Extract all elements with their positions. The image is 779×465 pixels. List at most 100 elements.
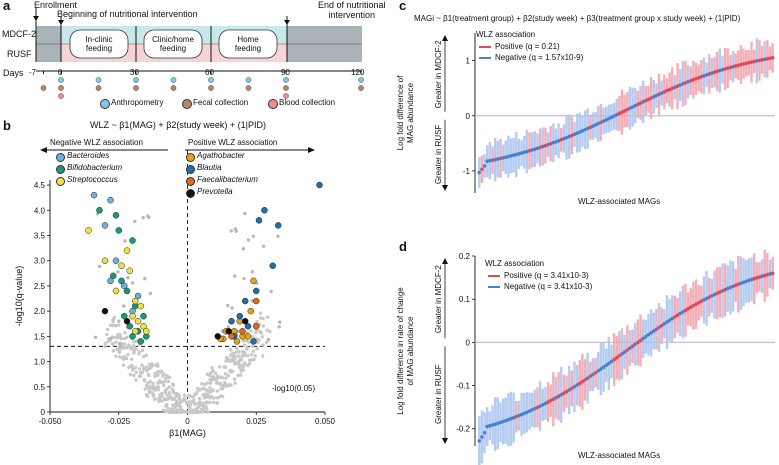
volcano-point bbox=[163, 397, 167, 402]
volcano-point bbox=[233, 381, 237, 385]
phase-3-label: Home feeding bbox=[234, 35, 262, 53]
lfd-rate-plot: -0.2 -0.1 0 0.1 0.2 Greater in MDCF-2 Greater … bbox=[396, 250, 775, 465]
legend-blautia-label: Blautia bbox=[197, 163, 222, 172]
blautia-point bbox=[244, 323, 252, 330]
fecal-dot bbox=[133, 85, 139, 91]
day-tick-label: 90 bbox=[281, 68, 290, 77]
volcano-point bbox=[219, 394, 223, 398]
greater-mdcf-label: Greater in MDCF-2 bbox=[434, 40, 443, 109]
volcano-point bbox=[261, 316, 265, 321]
negative-point bbox=[665, 320, 669, 324]
volcano-point bbox=[242, 276, 246, 281]
legend-streptococcus-swatch bbox=[56, 177, 65, 186]
volcano-point bbox=[117, 319, 121, 323]
legend-faecalibacterium-label: Faecalibacterium bbox=[197, 175, 258, 184]
positive-point bbox=[683, 308, 688, 313]
volcano-point bbox=[241, 339, 246, 343]
y-tick-label: 2.0 bbox=[34, 307, 46, 316]
volcano-point bbox=[179, 410, 184, 414]
volcano-point bbox=[113, 335, 117, 340]
bacteroides-point bbox=[112, 257, 120, 264]
volcano-point bbox=[205, 407, 209, 411]
bifidobacterium-point bbox=[129, 237, 136, 244]
volcano-point bbox=[174, 410, 179, 414]
volcano-point bbox=[117, 355, 122, 359]
positive-point bbox=[562, 391, 566, 396]
streptococcus-point bbox=[118, 262, 125, 269]
volcano-point bbox=[147, 390, 152, 395]
volcano-point bbox=[166, 374, 170, 379]
negative-point bbox=[543, 401, 548, 406]
volcano-point bbox=[208, 386, 212, 390]
y-tick-label: 0.5 bbox=[34, 383, 46, 392]
volcano-point bbox=[196, 410, 200, 414]
arrow-head bbox=[442, 35, 448, 41]
agathobacter-point bbox=[247, 307, 254, 315]
volcano-point bbox=[129, 357, 134, 361]
legend-bifidobacterium-swatch bbox=[56, 165, 65, 174]
fecal-dot bbox=[283, 85, 289, 91]
panel-c-legend-positive-label: Positive (q = 0.21) bbox=[495, 42, 560, 51]
streptococcus-point bbox=[112, 287, 120, 295]
panel-d-legend-negative-swatch bbox=[488, 286, 500, 288]
volcano-point bbox=[148, 386, 153, 390]
volcano-point bbox=[159, 369, 164, 373]
x-tick-label: 0.025 bbox=[246, 417, 267, 426]
anthropometry-dot bbox=[170, 77, 177, 83]
legend-prevotella-label: Prevotella bbox=[197, 187, 233, 196]
anthropometry-dot bbox=[358, 77, 364, 83]
volcano-point bbox=[111, 323, 116, 328]
volcano-point bbox=[237, 365, 242, 370]
volcano-point bbox=[246, 354, 250, 358]
positive-point bbox=[577, 381, 582, 386]
volcano-point bbox=[137, 352, 141, 356]
x-tick-label: -0.050 bbox=[39, 417, 62, 426]
volcano-point bbox=[121, 346, 125, 350]
volcano-point bbox=[249, 329, 253, 333]
volcano-point bbox=[145, 369, 149, 373]
volcano-point bbox=[192, 401, 196, 405]
volcano-point bbox=[175, 399, 179, 404]
y-tick-label: 3.0 bbox=[34, 257, 46, 266]
volcano-point bbox=[251, 234, 256, 238]
panel-d-legend-title: WLZ association bbox=[485, 259, 545, 268]
volcano-point bbox=[134, 378, 138, 382]
volcano-point bbox=[255, 347, 259, 351]
volcano-point bbox=[123, 331, 127, 335]
x-tick-label: 0.050 bbox=[315, 417, 336, 426]
day-tick-label: 0 bbox=[58, 68, 63, 77]
positive-point bbox=[696, 300, 701, 305]
anthropometry-dot bbox=[208, 77, 214, 83]
volcano-point bbox=[163, 408, 167, 413]
volcano-point bbox=[277, 325, 281, 329]
volcano-point bbox=[123, 342, 127, 346]
panel-b-letter: b bbox=[3, 118, 11, 133]
day-tick-label: 120 bbox=[351, 68, 365, 77]
volcano-point bbox=[108, 323, 113, 327]
positive-point bbox=[694, 302, 698, 307]
volcano-point bbox=[265, 328, 269, 332]
volcano-point bbox=[148, 379, 152, 384]
volcano-point bbox=[144, 393, 149, 397]
volcano-point bbox=[188, 394, 193, 398]
negative-point bbox=[702, 298, 706, 302]
y-axis-label: -log10(q-value) bbox=[14, 266, 24, 327]
threshold-label: -log10(0.05) bbox=[272, 384, 316, 393]
volcano-point bbox=[144, 353, 148, 358]
prevotella-point bbox=[214, 333, 221, 340]
agathobacter-point bbox=[250, 277, 257, 285]
negative-point bbox=[644, 334, 648, 339]
greater-mdcf-label: Greater in MDCF-2 bbox=[434, 265, 443, 334]
volcano-point bbox=[205, 372, 210, 376]
volcano-point bbox=[121, 304, 126, 308]
y-axis-label: MAG abundance bbox=[406, 82, 415, 143]
volcano-point bbox=[245, 363, 250, 368]
positive-point bbox=[580, 379, 585, 384]
panel-d-legend-positive-swatch bbox=[488, 275, 500, 277]
volcano-point bbox=[126, 276, 130, 280]
negative-point bbox=[477, 170, 482, 175]
volcano-point bbox=[156, 369, 160, 374]
streptococcus-point bbox=[140, 323, 147, 330]
faecalibacterium-point bbox=[253, 297, 260, 305]
positive-point bbox=[636, 340, 640, 345]
